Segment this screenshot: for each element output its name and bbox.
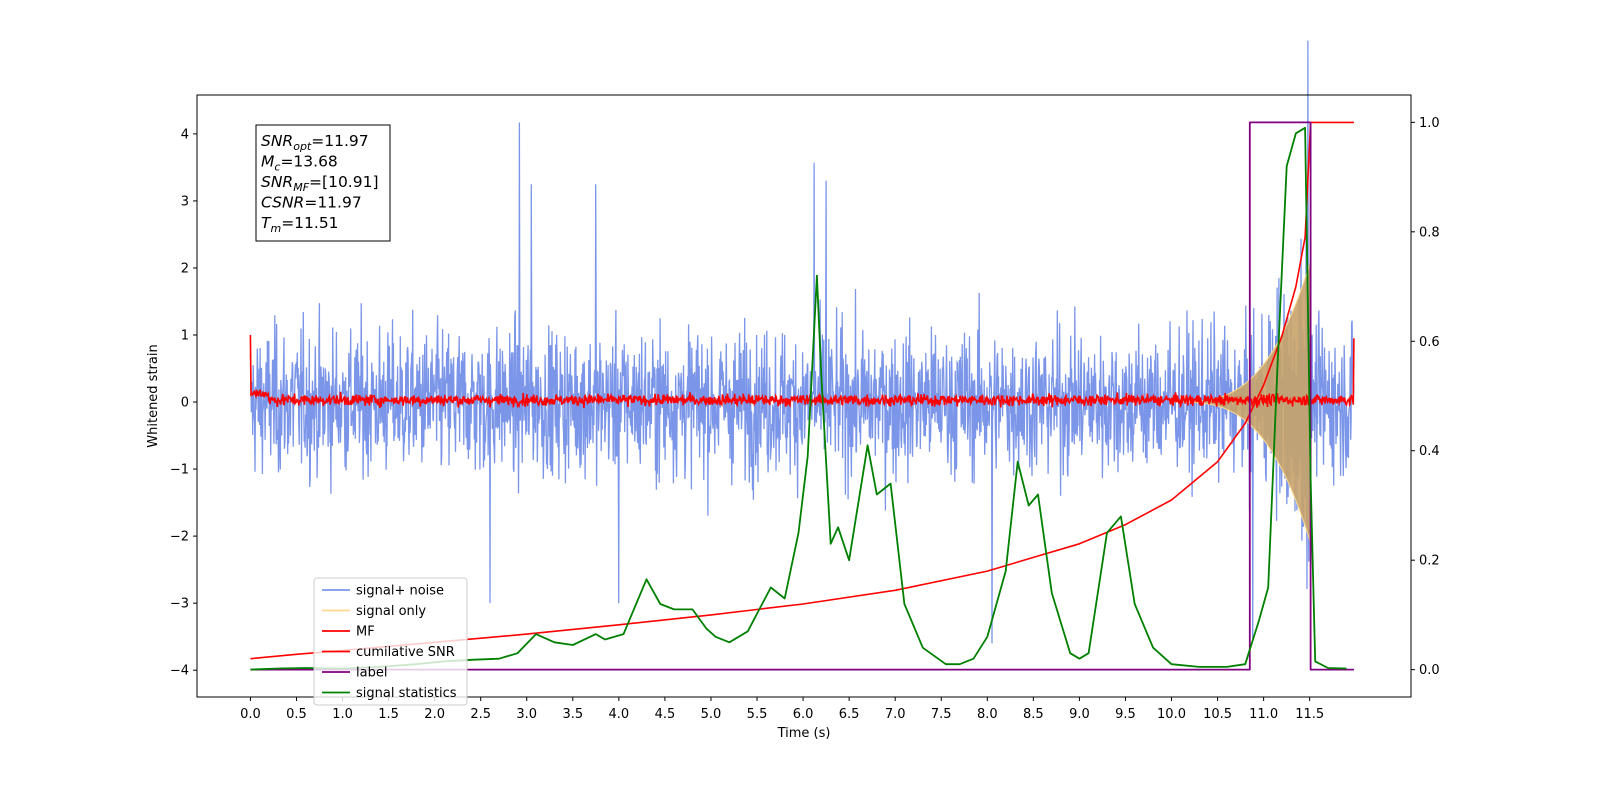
x-tick-label: 0.5 <box>286 707 307 722</box>
legend-label: MF <box>356 625 375 640</box>
x-tick-label: 3.5 <box>562 707 583 722</box>
y-tick-label: −3 <box>170 597 189 612</box>
info-line: Tm=11.51 <box>261 214 339 235</box>
legend-label: signal statistics <box>356 686 457 701</box>
info-subscript: MF <box>293 181 309 194</box>
x-tick-label: 8.0 <box>977 707 998 722</box>
x-tick-label: 5.0 <box>701 707 722 722</box>
x-tick-label: 10.5 <box>1203 707 1232 722</box>
info-value: =11.97 <box>311 132 368 150</box>
info-symbol: T <box>261 214 272 232</box>
info-symbol: SNR <box>261 132 293 150</box>
info-symbol: SNR <box>261 173 293 191</box>
x-tick-label: 1.0 <box>332 707 353 722</box>
legend: signal+ noise signal only MF cumilative SNR… <box>313 577 468 706</box>
x-tick-label: 6.0 <box>793 707 814 722</box>
x-tick-label: 8.5 <box>1023 707 1044 722</box>
x-tick-label: 7.0 <box>885 707 906 722</box>
x-tick-label: 2.0 <box>424 707 445 722</box>
x-tick-label: 4.5 <box>655 707 676 722</box>
ticks-layer: 0.0 0.5 1.0 1.5 2.0 2.5 3.0 3.5 4.0 4.5 5.0 5.5 6.0 6… <box>170 116 1440 722</box>
y2-tick-label: 0.6 <box>1419 335 1440 350</box>
x-tick-label: 11.0 <box>1249 707 1278 722</box>
x-tick-label: 6.5 <box>839 707 860 722</box>
info-line: SNRopt=11.97 <box>261 132 369 153</box>
x-axis-label: Time (s) <box>777 726 831 741</box>
x-tick-label: 5.5 <box>747 707 768 722</box>
x-tick-label: 2.5 <box>470 707 491 722</box>
legend-label: signal+ noise <box>356 584 444 599</box>
info-value: =[10.91] <box>309 173 378 191</box>
info-value: =13.68 <box>280 153 337 171</box>
x-tick-label: 0.0 <box>240 707 261 722</box>
info-line: SNRMF=[10.91] <box>261 173 379 194</box>
y-tick-label: 1 <box>181 328 189 343</box>
y-tick-label: −4 <box>170 664 189 679</box>
legend-label: label <box>356 666 387 681</box>
info-value: =11.51 <box>281 214 338 232</box>
info-subscript: c <box>274 161 280 174</box>
info-subscript: opt <box>293 140 312 153</box>
series-label-line <box>250 121 1354 671</box>
x-tick-label: 9.5 <box>1115 707 1136 722</box>
series-cumulative-snr-line <box>250 121 1354 660</box>
info-line: Mc=13.68 <box>261 153 338 174</box>
series-mf-line <box>249 334 1355 409</box>
y-axis-label: Whitened strain <box>146 344 161 447</box>
x-tick-label: 9.0 <box>1069 707 1090 722</box>
x-tick-label: 7.5 <box>931 707 952 722</box>
x-tick-label: 4.0 <box>609 707 630 722</box>
x-tick-label: 3.0 <box>516 707 537 722</box>
y2-tick-label: 0.4 <box>1419 444 1440 459</box>
info-subscript: m <box>270 222 281 235</box>
legend-label: cumilative SNR <box>356 645 455 660</box>
y-tick-label: 0 <box>181 396 189 411</box>
data-layer <box>249 40 1355 671</box>
info-value: =11.97 <box>304 194 361 212</box>
y-tick-label: 2 <box>181 261 189 276</box>
y-tick-label: −2 <box>170 530 189 545</box>
x-tick-label: 11.5 <box>1295 707 1324 722</box>
y2-tick-label: 1.0 <box>1419 116 1440 131</box>
y2-tick-label: 0.0 <box>1419 663 1440 678</box>
x-tick-label: 10.0 <box>1157 707 1186 722</box>
y-tick-label: 4 <box>181 127 189 142</box>
legend-label: signal only <box>356 604 426 619</box>
y-tick-label: 3 <box>181 194 189 209</box>
info-symbol: M <box>261 153 274 171</box>
legend-frame <box>313 577 468 706</box>
x-tick-label: 1.5 <box>378 707 399 722</box>
info-box-frame <box>255 124 391 242</box>
info-box: SNRopt=11.97Mc=13.68SNRMF=[10.91]CSNR=11… <box>255 124 391 242</box>
info-symbol: CSNR <box>261 194 304 212</box>
series-signal-statistics-line <box>250 126 1347 671</box>
plot-frame <box>196 94 1412 698</box>
series-signal-noise-line <box>249 40 1355 644</box>
info-line: CSNR=11.97 <box>261 194 362 212</box>
y2-tick-label: 0.8 <box>1419 225 1440 240</box>
y2-tick-label: 0.2 <box>1419 554 1440 569</box>
y-tick-label: −1 <box>170 463 189 478</box>
